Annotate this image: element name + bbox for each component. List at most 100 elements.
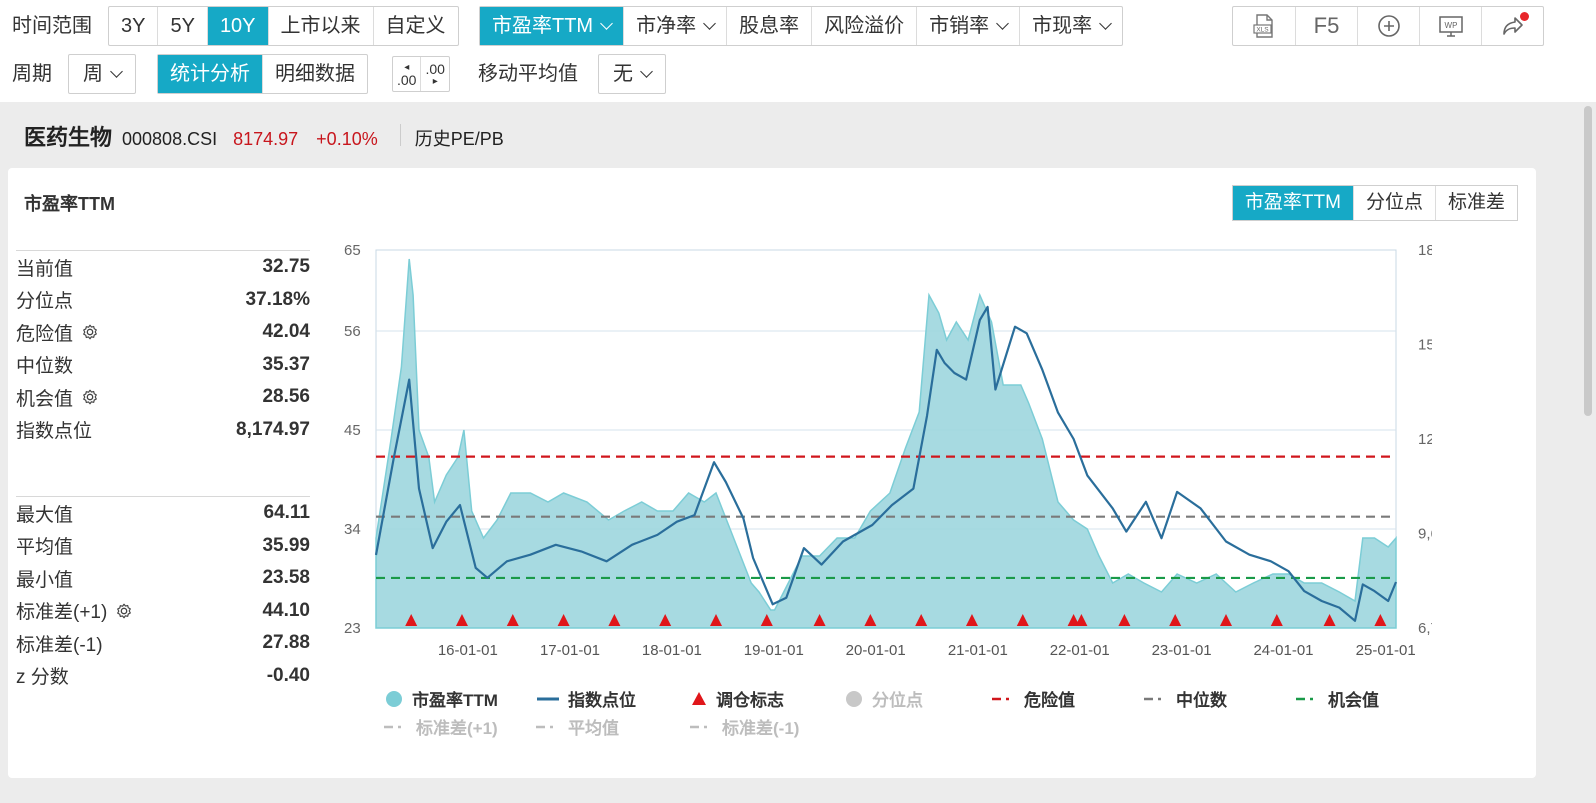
rebalance-marker bbox=[557, 614, 570, 626]
stat-value: 64.11 bbox=[263, 502, 311, 524]
pe-ttm-area bbox=[375, 258, 1397, 629]
legend-item[interactable]: 中位数 bbox=[1144, 686, 1227, 711]
legend-item[interactable]: 危险值 bbox=[992, 686, 1075, 711]
range-5y-button[interactable]: 5Y bbox=[157, 7, 206, 45]
index-change: +0.10% bbox=[316, 129, 378, 149]
x-tick-label: 25-01-01 bbox=[1356, 642, 1416, 659]
time-range-label: 时间范围 bbox=[12, 15, 92, 37]
range-since-listing-button[interactable]: 上市以来 bbox=[267, 7, 373, 45]
circle-icon bbox=[386, 690, 402, 707]
plus-circle-icon bbox=[1377, 15, 1400, 37]
legend-item[interactable]: 标准差(-1) bbox=[690, 714, 799, 739]
stat-label-text: 当前值 bbox=[16, 258, 74, 280]
metric-group: 市盈率TTM 市净率 股息率 风险溢价 市销率 市现率 bbox=[479, 6, 1124, 46]
y-right-tick-label: 12,502 bbox=[1418, 431, 1432, 448]
stat-label-text: 指数点位 bbox=[16, 421, 93, 443]
metric-risk-premium-label: 风险溢价 bbox=[824, 15, 905, 37]
y-left-tick-label: 65 bbox=[344, 242, 361, 259]
metric-risk-premium-button[interactable]: 风险溢价 bbox=[811, 7, 916, 45]
x-tick-label: 24-01-01 bbox=[1253, 642, 1313, 659]
scrollbar[interactable] bbox=[1584, 106, 1592, 416]
tab-std-dev[interactable]: 标准差 bbox=[1434, 186, 1517, 220]
moving-average-value: 无 bbox=[613, 63, 633, 85]
y-left-tick-label: 23 bbox=[344, 620, 361, 637]
stat-label-text: 平均值 bbox=[16, 537, 74, 559]
stat-value: 35.99 bbox=[262, 534, 310, 556]
index-name: 医药生物 bbox=[24, 125, 113, 150]
refresh-f5-button[interactable]: F5 bbox=[1295, 7, 1357, 45]
tab-pe-ttm[interactable]: 市盈率TTM bbox=[1232, 186, 1353, 220]
y-left-tick-label: 45 bbox=[344, 422, 361, 439]
decimal-increase-label: .00 bbox=[397, 71, 417, 88]
stat-row: 指数点位 8,174.97 bbox=[16, 414, 310, 447]
stat-label-text: 标准差(-1) bbox=[16, 634, 103, 656]
x-tick-label: 21-01-01 bbox=[948, 642, 1008, 659]
period-select-value[interactable]: 周 bbox=[69, 55, 135, 93]
decimal-decrease-button[interactable]: .00 ▸ bbox=[420, 57, 448, 91]
period-select[interactable]: 周 bbox=[68, 54, 136, 94]
rebalance-marker bbox=[608, 614, 621, 626]
history-pe-pb-link[interactable]: 历史PE/PB bbox=[414, 129, 504, 149]
moving-average-value-button[interactable]: 无 bbox=[599, 55, 665, 93]
metric-ps-button[interactable]: 市销率 bbox=[916, 7, 1019, 45]
stat-value: 23.58 bbox=[262, 567, 310, 589]
moving-average-select[interactable]: 无 bbox=[598, 54, 666, 94]
stat-row: 标准差(-1) 27.88 bbox=[16, 627, 310, 660]
stat-label: 标准差(+1) bbox=[16, 597, 133, 624]
legend-item[interactable]: 调仓标志 bbox=[690, 686, 784, 711]
range-10y-button[interactable]: 10Y bbox=[206, 7, 268, 45]
share-icon bbox=[1502, 17, 1523, 35]
stat-label-text: z 分数 bbox=[16, 667, 69, 689]
rebalance-marker bbox=[864, 614, 877, 626]
stat-label-text: 最大值 bbox=[16, 504, 74, 526]
stat-value: 42.04 bbox=[262, 321, 310, 343]
gear-icon[interactable] bbox=[81, 323, 99, 341]
metric-pb-button[interactable]: 市净率 bbox=[623, 7, 726, 45]
stat-label: 最大值 bbox=[16, 500, 73, 527]
stats-summary: 最大值 64.11 平均值 35.99 最小值 23.58 标准差(+1) 44.10 标准差(… bbox=[16, 496, 310, 692]
divider bbox=[16, 250, 310, 251]
stat-value: 35.37 bbox=[262, 353, 310, 375]
notification-dot-icon bbox=[1520, 12, 1529, 21]
detail-data-button[interactable]: 明细数据 bbox=[262, 55, 367, 93]
rebalance-marker bbox=[710, 614, 722, 626]
panel-title: 市盈率TTM bbox=[24, 194, 115, 214]
metric-pe-ttm-button[interactable]: 市盈率TTM bbox=[480, 7, 624, 45]
metric-pcf-button[interactable]: 市现率 bbox=[1019, 7, 1122, 45]
decimal-group: ◂ .00 .00 ▸ bbox=[392, 56, 450, 92]
legend-item[interactable]: 指数点位 bbox=[536, 686, 636, 711]
legend-label: 市盈率TTM bbox=[412, 691, 498, 710]
decimal-increase-button[interactable]: ◂ .00 bbox=[393, 57, 420, 91]
chevron-down-icon bbox=[1099, 17, 1112, 30]
legend-label: 中位数 bbox=[1176, 691, 1227, 710]
legend-item[interactable]: 机会值 bbox=[1296, 686, 1379, 711]
legend-item[interactable]: 标准差(+1) bbox=[384, 714, 498, 739]
legend-item[interactable]: 平均值 bbox=[536, 714, 619, 739]
y-left-tick-label: 34 bbox=[344, 521, 361, 538]
range-3y-button[interactable]: 3Y bbox=[121, 15, 146, 37]
export-xls-button[interactable]: XLS bbox=[1233, 7, 1295, 45]
legend-item[interactable]: 分位点 bbox=[844, 686, 923, 711]
gear-icon[interactable] bbox=[81, 388, 99, 406]
divider bbox=[399, 124, 401, 146]
time-range-group: 3Y 5Y 10Y 上市以来 自定义 bbox=[108, 6, 459, 46]
stat-value: 44.10 bbox=[262, 599, 310, 621]
stat-row: 机会值 28.56 bbox=[16, 381, 310, 414]
gear-icon[interactable] bbox=[115, 602, 133, 620]
wp-document-icon: WP bbox=[1438, 16, 1463, 37]
metric-dividend-button[interactable]: 股息率 bbox=[726, 7, 811, 45]
add-button[interactable] bbox=[1357, 7, 1419, 45]
share-button[interactable] bbox=[1481, 7, 1543, 45]
chevron-down-icon bbox=[640, 65, 653, 78]
dash-line-icon bbox=[1144, 697, 1161, 700]
metric-pb-label: 市净率 bbox=[636, 15, 697, 37]
stat-label-text: 危险值 bbox=[16, 323, 74, 345]
range-custom-button[interactable]: 自定义 bbox=[372, 7, 458, 45]
tab-percentile[interactable]: 分位点 bbox=[1352, 186, 1435, 220]
export-wp-button[interactable]: WP bbox=[1419, 7, 1481, 45]
stat-value: 27.88 bbox=[262, 632, 310, 654]
chevron-down-icon bbox=[110, 65, 123, 78]
stats-analysis-button[interactable]: 统计分析 bbox=[158, 55, 262, 93]
legend-item[interactable]: 市盈率TTM bbox=[384, 686, 498, 711]
stat-label: 机会值 bbox=[16, 384, 99, 411]
